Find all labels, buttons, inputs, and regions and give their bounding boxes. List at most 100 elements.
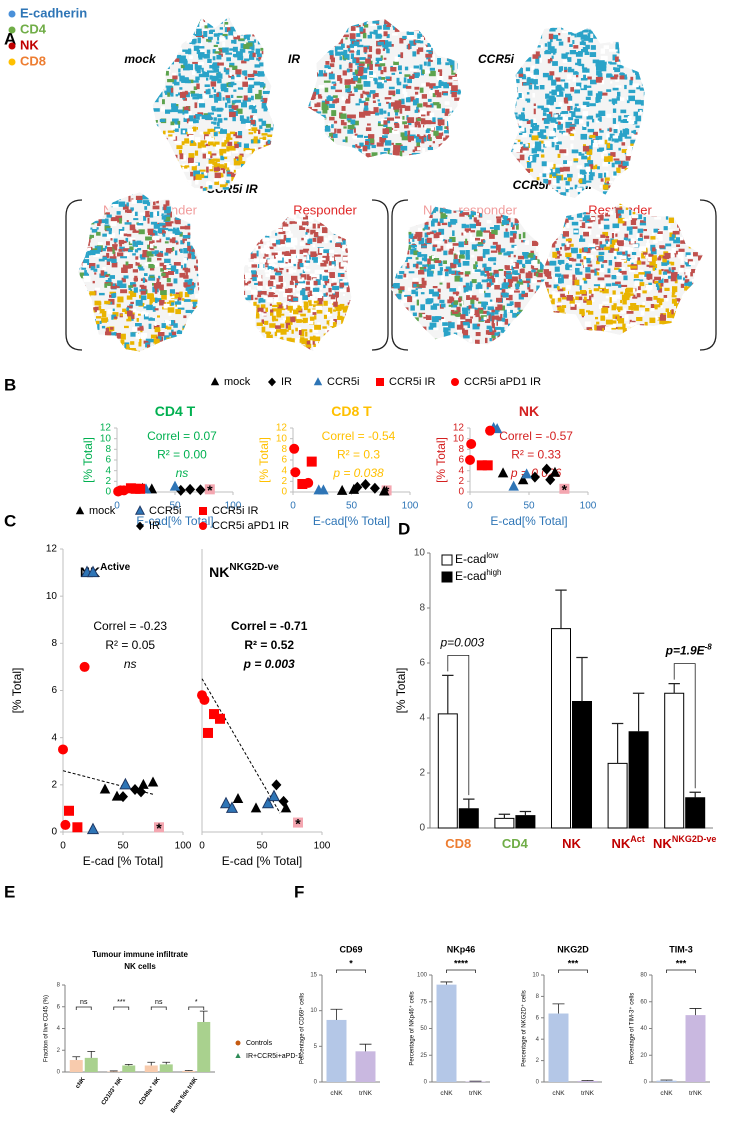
tissue-speck <box>559 149 566 153</box>
tissue-speck <box>329 104 335 108</box>
tissue-speck <box>178 69 180 73</box>
tissue-speck <box>226 13 232 15</box>
tissue-speck <box>92 201 99 205</box>
tissue-speck <box>235 22 238 28</box>
tissue-speck <box>530 156 532 161</box>
tissue-speck <box>259 125 262 129</box>
tissue-speck <box>98 353 101 358</box>
tissue-speck <box>350 33 356 39</box>
tissue-speck <box>381 77 385 80</box>
tissue-speck <box>97 246 101 252</box>
tissue-speck <box>144 206 147 210</box>
tissue-speck <box>417 23 422 28</box>
tissue-speck <box>277 302 282 304</box>
tissue-speck <box>153 201 156 205</box>
tissue-speck <box>349 241 355 243</box>
tissue-speck <box>317 292 323 298</box>
tissue-speck <box>586 122 589 127</box>
tissue-speck <box>272 172 274 178</box>
tissue-speck <box>245 334 249 337</box>
tissue-speck <box>206 167 209 173</box>
tissue-speck <box>74 191 81 195</box>
tissue-speck <box>471 116 473 121</box>
tissue-speck <box>544 331 550 335</box>
tissue-speck <box>129 288 132 290</box>
tissue-speck <box>570 100 572 104</box>
tissue-speck <box>251 223 256 228</box>
tissue-speck <box>535 45 541 47</box>
tissue-speck <box>459 149 466 153</box>
tissue-speck <box>175 251 177 256</box>
tissue-speck <box>212 64 214 66</box>
tissue-speck <box>332 333 339 338</box>
tissue-speck <box>433 86 438 88</box>
tissue-speck <box>334 343 339 347</box>
tissue-speck <box>154 345 160 350</box>
tissue-speck <box>419 27 425 32</box>
tissue-speck <box>360 236 364 239</box>
tissue-speck <box>542 21 544 25</box>
tissue-speck <box>333 340 340 342</box>
tissue-speck <box>182 350 187 354</box>
tissue-speck <box>205 319 211 322</box>
tissue-speck <box>135 212 138 216</box>
tissue-speck <box>90 250 96 255</box>
tissue-speck <box>105 346 111 351</box>
tissue-speck <box>344 267 346 270</box>
tissue-speck <box>304 301 307 307</box>
tissue-speck <box>407 218 413 224</box>
tissue-speck <box>113 189 117 195</box>
tissue-speck <box>585 195 591 200</box>
tissue-speck <box>153 352 160 355</box>
tissue-speck <box>99 219 102 223</box>
tissue-speck <box>425 222 429 225</box>
tissue-speck <box>590 172 595 176</box>
tissue-speck <box>216 77 219 81</box>
tissue-speck <box>198 242 205 246</box>
tissue-speck <box>78 260 80 266</box>
tissue-speck <box>267 184 273 187</box>
tissue-speck <box>258 348 262 351</box>
tissue-speck <box>395 26 400 32</box>
tissue-speck <box>646 171 649 175</box>
tissue-speck <box>618 165 622 168</box>
tissue-speck <box>452 111 456 114</box>
tissue-speck <box>422 94 427 99</box>
tissue-speck <box>309 147 313 153</box>
tissue-speck <box>267 135 273 138</box>
tissue-speck <box>153 230 155 233</box>
tissue-speck <box>610 41 613 43</box>
tissue-speck <box>198 300 201 306</box>
tissue-speck <box>460 147 463 151</box>
tissue-speck <box>268 100 271 104</box>
tissue-speck <box>259 223 264 228</box>
tissue-speck <box>381 70 384 74</box>
tissue-speck <box>77 190 80 192</box>
tissue-speck <box>463 48 470 50</box>
tissue-speck <box>271 48 275 51</box>
tissue-speck <box>220 129 227 134</box>
tissue-speck <box>304 263 309 266</box>
tissue-speck <box>164 354 171 356</box>
tissue-speck <box>358 238 360 241</box>
tissue-speck <box>75 256 79 261</box>
tissue-speck <box>304 269 311 272</box>
tissue-speck <box>128 285 133 288</box>
tissue-speck <box>258 71 260 77</box>
tissue-speck <box>72 320 76 322</box>
tissue-speck <box>200 310 204 315</box>
tissue-speck <box>523 18 528 21</box>
tissue-speck <box>529 29 536 32</box>
tissue-speck <box>264 145 269 151</box>
tissue-speck <box>341 235 344 238</box>
tissue-speck <box>246 243 251 247</box>
tissue-speck <box>635 149 640 152</box>
tissue-speck <box>185 354 189 359</box>
tissue-speck <box>170 194 173 200</box>
tissue-speck <box>117 252 123 256</box>
tissue-speck <box>146 339 152 341</box>
tissue-speck <box>579 120 583 124</box>
tissue-speck <box>364 102 368 105</box>
tissue-speck <box>186 331 193 335</box>
tissue-speck <box>437 104 441 109</box>
